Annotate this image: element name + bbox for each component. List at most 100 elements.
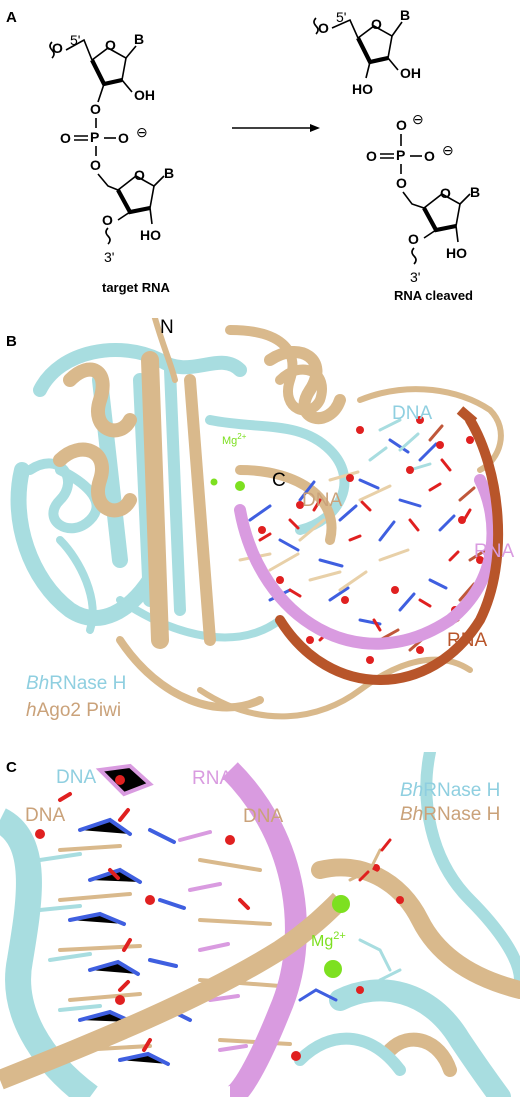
product-bond-base [391, 21, 403, 37]
rna-ribbon-c [222, 762, 307, 1097]
n-terminus-label: N [160, 317, 174, 338]
wavy-bond-5prime [49, 41, 55, 59]
product-atom-o-double: O [366, 148, 377, 164]
rna-ribbon-tip [456, 406, 478, 426]
atom-o-5prime: O [52, 40, 63, 56]
product-bond-ho [365, 61, 371, 79]
atom-o-5prime-lower: O [90, 157, 101, 173]
wavy-bond-product-3prime [411, 247, 417, 265]
panel-c-structure [0, 752, 520, 1097]
product-base-b-1: B [400, 7, 410, 23]
phosphorus-2: P [396, 147, 405, 163]
product-bond-c5-lower [402, 191, 425, 209]
ring-bottom-bold [90, 59, 123, 87]
product-bond-base-2 [459, 193, 471, 205]
bond-to-base [125, 45, 137, 59]
bond-o3 [97, 83, 105, 103]
product-hydroxyl-1: OH [400, 65, 421, 81]
product-atom-o-5prime-lower: O [396, 175, 407, 191]
ring-oxygen-2: O [134, 167, 145, 183]
label-3prime-left: 3' [104, 249, 114, 265]
mg-ion-1 [235, 481, 245, 491]
cleaved-rna-structure: O 5' O B OH HO O ⊖ P O O ⊖ O O [313, 7, 480, 303]
product-base-b-2: B [470, 184, 480, 200]
ring2-top [117, 175, 155, 209]
bond-to-base-2 [153, 175, 165, 187]
mg-ion-c1 [332, 895, 350, 913]
bond-c5-lower [97, 173, 119, 191]
ring-oxygen-1: O [105, 37, 116, 53]
product-ho-1: HO [352, 81, 373, 97]
dna-backbone-tan [0, 892, 348, 1090]
dna-label-c-center: DNA [243, 806, 283, 827]
product-ring-oxygen-1: O [371, 16, 382, 32]
panel-b: B [6, 317, 514, 721]
product-atom-o-3prime: O [408, 231, 419, 247]
phosphorus-1: P [90, 129, 99, 145]
dna-label-c-left: DNA [25, 805, 65, 826]
label-5prime-left: 5' [70, 32, 80, 48]
cleaved-rna-caption: RNA cleaved [394, 288, 473, 303]
bond-oh-2 [149, 207, 153, 225]
rnase-h-ribbons-c [294, 752, 520, 1097]
product-ring-oxygen-2: O [440, 185, 451, 201]
double-bond-po [74, 135, 88, 141]
panel-a: A O 5' O B OH O P O O ⊖ O [6, 7, 480, 303]
mg-label-c: Mg2+ [311, 930, 346, 950]
active-site-residues [298, 838, 402, 1002]
base-b-2: B [164, 165, 174, 181]
bond-c5 [65, 38, 93, 61]
hydroxyl-2: HO [140, 227, 161, 243]
reaction-arrow [232, 124, 320, 132]
mg-ion-2 [210, 478, 218, 486]
hago2-piwi-ribbon [53, 318, 504, 720]
base-b-1: B [134, 31, 144, 47]
rna-label-bottom: RNA [447, 630, 487, 651]
mg-label-b: Mg2+ [222, 432, 247, 447]
label-3prime-right: 3' [410, 269, 420, 285]
wavy-bond-product-5prime [313, 17, 319, 35]
product-atom-o-top: O [396, 117, 407, 133]
panel-b-label: B [6, 333, 17, 350]
product-ring2-bottom [422, 206, 457, 233]
label-5prime-right: 5' [336, 9, 346, 25]
product-ring-bottom [356, 37, 389, 65]
atom-o-3prime: O [102, 212, 113, 228]
base-stacks [35, 763, 404, 1066]
rna-ribbon-pink [234, 474, 499, 650]
rna-label-right: RNA [474, 541, 514, 562]
product-atom-o-minus: O [424, 148, 435, 164]
bond-oh [121, 79, 133, 93]
panel-c: C [0, 752, 520, 1097]
mg-ion-c2 [324, 960, 342, 978]
minus-charge-3: ⊖ [442, 142, 454, 158]
legend-hago2-piwi: hAgo2 Piwi [26, 700, 121, 721]
rna-label-c: RNA [192, 768, 232, 789]
product-bond-c5 [331, 18, 359, 39]
atom-o-double: O [60, 130, 71, 146]
legend-bh-rnase-h: BhRNase H [26, 673, 126, 694]
minus-charge-1: ⊖ [136, 124, 148, 140]
panel-b-structure [10, 318, 504, 720]
atom-o-3prime-link: O [90, 101, 101, 117]
product-bond-o3 [423, 229, 437, 239]
bh-rnase-h-label-1: BhRNase H [400, 780, 500, 801]
product-atom-o-5prime: O [318, 20, 329, 36]
target-rna-caption: target RNA [102, 280, 171, 295]
minus-charge-2: ⊖ [412, 111, 424, 127]
product-ring2-top [423, 193, 461, 227]
panel-c-label: C [6, 759, 17, 776]
dna-label-top: DNA [392, 403, 432, 424]
product-bond-oh [387, 57, 399, 71]
c-terminus-label: C [272, 470, 286, 491]
wavy-bond-3prime [105, 227, 111, 245]
product-bond-oh-2 [455, 225, 459, 243]
bond-o3-lower [117, 211, 131, 221]
dna-label-c-top: DNA [56, 767, 96, 788]
product-double-bond [380, 153, 394, 159]
ring-top [91, 47, 127, 81]
ring2-bottom-bold [116, 188, 151, 215]
target-rna-structure: O 5' O B OH O P O O ⊖ O O B [49, 31, 174, 295]
product-ring-top [357, 25, 393, 59]
